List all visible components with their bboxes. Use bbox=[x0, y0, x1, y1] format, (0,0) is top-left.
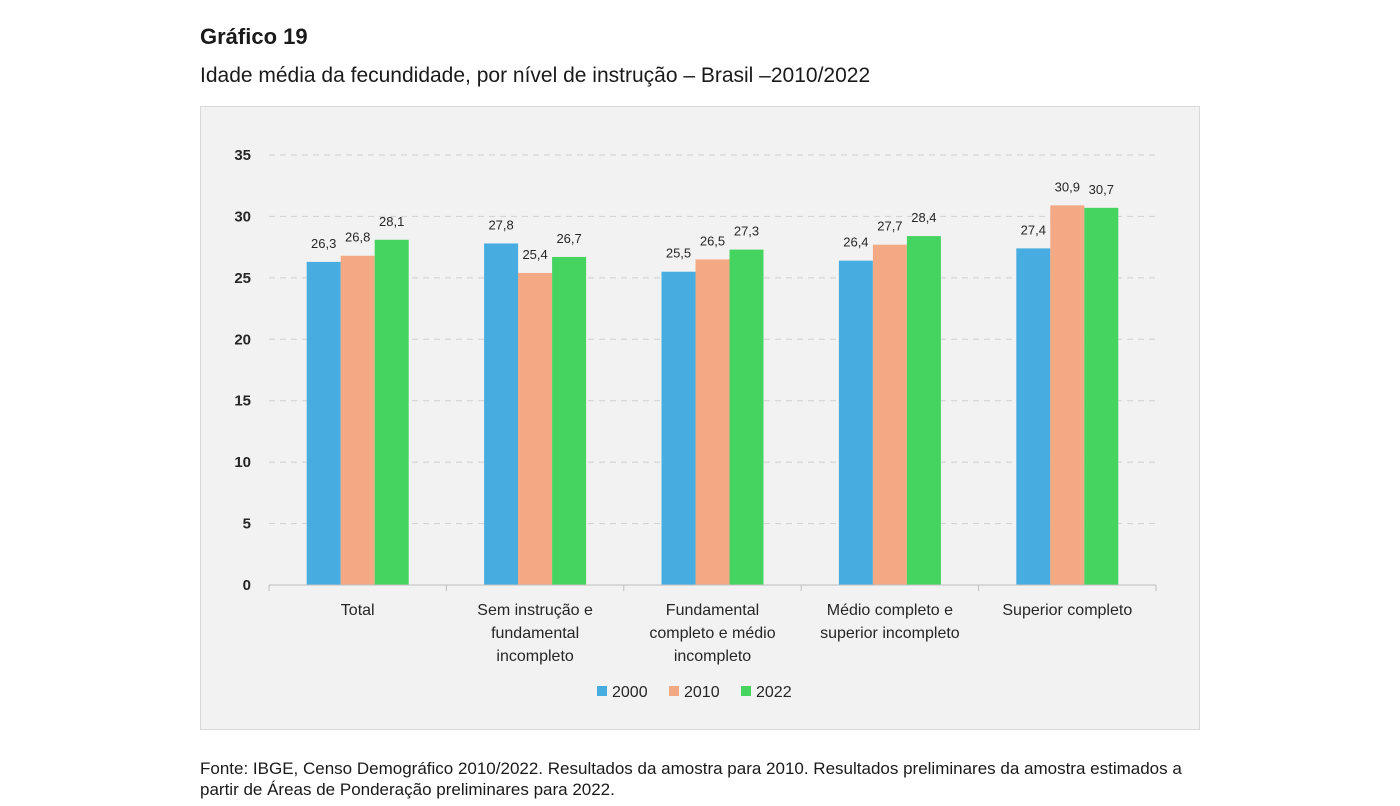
bar-2022 bbox=[1084, 207, 1119, 585]
axes bbox=[268, 584, 1157, 591]
data-label: 28,1 bbox=[379, 214, 404, 229]
legend-label: 2000 bbox=[612, 684, 648, 701]
y-tick-label: 30 bbox=[234, 208, 251, 225]
y-tick-label: 10 bbox=[234, 454, 251, 471]
category-label: Médio completo e bbox=[827, 602, 953, 619]
bar-2010 bbox=[518, 272, 553, 585]
y-tick-label: 35 bbox=[234, 147, 251, 164]
bar-2000 bbox=[838, 260, 873, 585]
category-label: incompleto bbox=[674, 648, 751, 665]
data-label: 30,7 bbox=[1089, 182, 1114, 197]
chart-panel: 0 5 10 15 20 25 30 35 26,3 26,8 28,1 Total 27,8 25,4 2… bbox=[200, 106, 1200, 730]
y-tick-label: 25 bbox=[234, 270, 251, 287]
source-note: Fonte: IBGE, Censo Demográfico 2010/2022… bbox=[200, 759, 1182, 799]
data-label: 27,8 bbox=[488, 217, 513, 232]
chart-title: Gráfico 19 bbox=[200, 24, 308, 49]
legend-label: 2010 bbox=[684, 684, 720, 701]
category-label: Total bbox=[341, 602, 375, 619]
data-label: 27,7 bbox=[877, 219, 902, 234]
bars bbox=[306, 205, 1119, 586]
data-label: 26,5 bbox=[700, 233, 725, 248]
legend: 2000 2010 2022 bbox=[597, 684, 792, 701]
bar-2022 bbox=[729, 249, 764, 585]
category-label: incompleto bbox=[496, 648, 573, 665]
legend-swatch-2022 bbox=[741, 686, 751, 696]
data-label: 26,7 bbox=[556, 231, 581, 246]
y-tick-label: 20 bbox=[234, 331, 251, 348]
category-label: superior incompleto bbox=[820, 625, 960, 642]
data-label: 27,4 bbox=[1021, 222, 1046, 237]
legend-label: 2022 bbox=[756, 684, 792, 701]
category-label: fundamental bbox=[491, 625, 579, 642]
category-label: Fundamental bbox=[666, 602, 759, 619]
data-label: 26,8 bbox=[345, 230, 370, 245]
bar-2000 bbox=[1016, 248, 1051, 585]
data-label: 30,9 bbox=[1055, 179, 1080, 194]
bar-2022 bbox=[552, 256, 587, 585]
legend-swatch-2010 bbox=[669, 686, 679, 696]
bar-2010 bbox=[340, 255, 375, 585]
data-label: 26,3 bbox=[311, 236, 336, 251]
data-label: 28,4 bbox=[911, 210, 936, 225]
category-label: completo e médio bbox=[649, 625, 775, 642]
y-tick-label: 0 bbox=[243, 577, 251, 594]
data-label: 25,5 bbox=[666, 246, 691, 261]
labels: 0 5 10 15 20 25 30 35 26,3 26,8 28,1 Total 27,8 25,4 2… bbox=[234, 147, 1132, 665]
data-label: 27,3 bbox=[734, 224, 759, 239]
legend-swatch-2000 bbox=[597, 686, 607, 696]
bar-2010 bbox=[1050, 205, 1085, 585]
bar-2010 bbox=[872, 244, 907, 585]
y-tick-label: 5 bbox=[243, 516, 251, 533]
bar-2022 bbox=[906, 236, 941, 586]
bar-2000 bbox=[484, 243, 519, 585]
bar-chart: 0 5 10 15 20 25 30 35 26,3 26,8 28,1 Total 27,8 25,4 2… bbox=[234, 147, 1157, 701]
chart-subtitle: Idade média da fecundidade, por nível de… bbox=[200, 64, 871, 87]
category-label: Sem instrução e bbox=[477, 602, 593, 619]
bar-2000 bbox=[661, 271, 696, 585]
bar-2010 bbox=[695, 259, 730, 585]
data-label: 26,4 bbox=[843, 235, 868, 250]
category-label: Superior completo bbox=[1002, 602, 1132, 619]
bar-2022 bbox=[374, 239, 409, 585]
data-label: 25,4 bbox=[522, 247, 547, 262]
y-tick-label: 15 bbox=[234, 393, 251, 410]
bar-2000 bbox=[306, 261, 341, 585]
